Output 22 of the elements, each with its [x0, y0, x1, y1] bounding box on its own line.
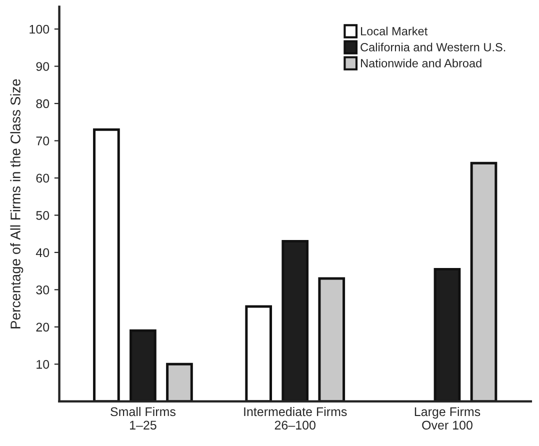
- y-tick-label: 30: [36, 285, 50, 294]
- x-tick-label: Intermediate Firms 26–100: [244, 406, 347, 430]
- y-tick-label: 10: [36, 360, 50, 369]
- bar: [470, 162, 498, 402]
- y-tick-label: 40: [36, 248, 50, 258]
- legend-label: California and Western U.S.: [360, 42, 506, 52]
- y-tick-label: 60: [36, 174, 50, 183]
- legend-label: Nationwide and Abroad: [361, 58, 482, 68]
- bar: [318, 277, 346, 402]
- bar: [166, 362, 193, 402]
- y-tick-label: 50: [36, 211, 50, 220]
- bar: [93, 128, 120, 402]
- y-tick-label: 80: [36, 99, 50, 108]
- legend-label: Local Market: [361, 26, 428, 36]
- y-axis-title: Percentage of All Firms in the Class Size: [10, 79, 24, 328]
- y-tick-label: 20: [36, 322, 50, 332]
- bar: [245, 305, 272, 402]
- y-tick-label: 100: [30, 24, 50, 34]
- y-tick-label: 90: [36, 62, 50, 71]
- y-tick-label: 70: [36, 136, 50, 146]
- x-tick-label: Large Firms Over 100: [414, 406, 480, 430]
- x-tick-label: Small Firms 1–25: [110, 406, 176, 430]
